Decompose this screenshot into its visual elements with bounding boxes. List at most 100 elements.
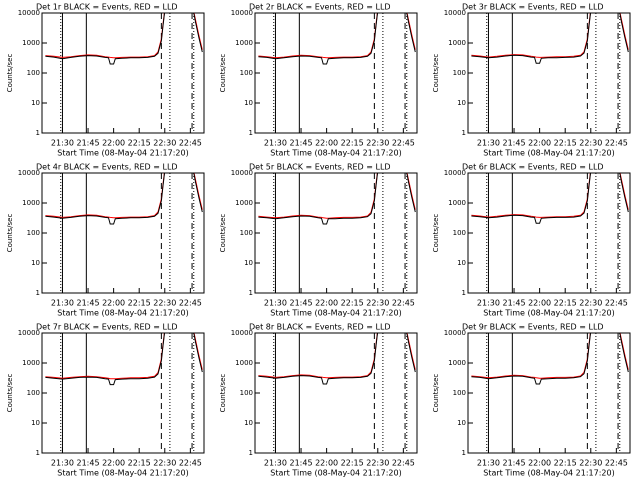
x-tick-label: 22:00 [102, 299, 125, 308]
x-tick-label: 21:45 [77, 299, 100, 308]
series-line [258, 173, 416, 219]
x-tick-label: 22:30 [579, 459, 602, 468]
y-tick-label: 1 [36, 449, 40, 457]
x-tick-label: 22:45 [605, 139, 628, 148]
chart-title: Det 9r BLACK = Events, RED = LLD [462, 323, 604, 332]
x-tick-label: 22:00 [528, 299, 551, 308]
y-tick-label: 10000 [231, 169, 253, 177]
y-axis-label: Counts/sec [6, 374, 14, 413]
y-tick-label: 100 [240, 389, 253, 397]
y-tick-label: 1000 [448, 39, 466, 47]
y-tick-label: 1 [462, 289, 466, 297]
y-axis-label: Counts/sec [432, 54, 440, 93]
series-line [45, 13, 203, 59]
x-tick-label: 22:00 [315, 299, 338, 308]
x-tick-label: 22:45 [392, 459, 415, 468]
x-tick-label: 21:30 [51, 139, 74, 148]
y-tick-label: 10000 [18, 169, 40, 177]
plot-area [258, 333, 416, 453]
panel: Det 9r BLACK = Events, RED = LLD Counts/s… [432, 323, 631, 478]
series-line [258, 333, 416, 385]
y-axis-label: Counts/sec [219, 374, 227, 413]
y-tick-label: 10 [31, 419, 40, 427]
y-tick-label: 10 [31, 99, 40, 107]
x-axis-label: Start Time (08-May-04 21:17:20) [57, 469, 188, 478]
y-tick-label: 10000 [231, 9, 253, 17]
plot-frame [41, 332, 205, 454]
y-tick-label: 1 [249, 449, 253, 457]
x-tick-label: 22:45 [179, 459, 202, 468]
x-tick-label: 21:30 [51, 459, 74, 468]
x-tick-label: 21:45 [290, 139, 313, 148]
x-tick-label: 22:15 [128, 459, 151, 468]
y-tick-label: 1 [36, 129, 40, 137]
x-tick-label: 22:45 [392, 139, 415, 148]
x-tick-label: 21:30 [264, 459, 287, 468]
chart-title: Det 2r BLACK = Events, RED = LLD [249, 3, 391, 12]
plot-area [45, 333, 203, 453]
chart-title: Det 4r BLACK = Events, RED = LLD [36, 163, 178, 172]
y-tick-label: 10000 [231, 329, 253, 337]
plot-frame [41, 12, 205, 134]
chart-title: Det 1r BLACK = Events, RED = LLD [36, 3, 178, 12]
y-tick-label: 1 [249, 129, 253, 137]
plot-frame [254, 12, 418, 134]
x-tick-label: 21:45 [77, 459, 100, 468]
x-axis-label: Start Time (08-May-04 21:17:20) [483, 309, 614, 318]
x-tick-label: 22:15 [341, 139, 364, 148]
x-tick-label: 22:15 [554, 139, 577, 148]
x-tick-label: 22:45 [605, 459, 628, 468]
x-tick-label: 22:30 [366, 139, 389, 148]
x-tick-label: 22:45 [179, 299, 202, 308]
chart-title: Det 8r BLACK = Events, RED = LLD [249, 323, 391, 332]
x-tick-label: 22:00 [315, 139, 338, 148]
panel: Det 2r BLACK = Events, RED = LLD Counts/s… [219, 3, 418, 158]
x-axis-label: Start Time (08-May-04 21:17:20) [57, 149, 188, 158]
y-tick-label: 1000 [448, 359, 466, 367]
x-tick-label: 21:30 [264, 139, 287, 148]
x-tick-label: 22:00 [102, 459, 125, 468]
y-tick-label: 10 [457, 259, 466, 267]
y-tick-label: 1000 [235, 359, 253, 367]
y-tick-label: 1000 [22, 359, 40, 367]
series-line [258, 13, 416, 65]
x-tick-label: 22:15 [554, 459, 577, 468]
y-tick-label: 1 [249, 289, 253, 297]
series-line [45, 333, 203, 386]
y-axis-label: Counts/sec [219, 214, 227, 253]
series-line [258, 333, 416, 379]
panel: Det 5r BLACK = Events, RED = LLD Counts/s… [219, 163, 418, 318]
y-tick-label: 10000 [18, 329, 40, 337]
x-tick-label: 22:00 [315, 459, 338, 468]
y-axis-label: Counts/sec [432, 214, 440, 253]
series-line [45, 13, 203, 65]
x-tick-label: 22:30 [153, 299, 176, 308]
x-tick-label: 22:15 [341, 459, 364, 468]
panel: Det 8r BLACK = Events, RED = LLD Counts/s… [219, 323, 418, 478]
x-tick-label: 22:30 [579, 299, 602, 308]
x-tick-label: 22:45 [392, 299, 415, 308]
chart-title: Det 7r BLACK = Events, RED = LLD [36, 323, 178, 332]
x-tick-label: 22:15 [554, 299, 577, 308]
y-tick-label: 10 [457, 99, 466, 107]
y-tick-label: 10000 [444, 329, 466, 337]
x-tick-label: 22:30 [153, 459, 176, 468]
x-tick-label: 21:45 [503, 299, 526, 308]
x-tick-label: 22:30 [153, 139, 176, 148]
y-tick-label: 100 [27, 69, 40, 77]
y-tick-label: 100 [453, 389, 466, 397]
y-tick-label: 1000 [448, 199, 466, 207]
x-tick-label: 21:30 [477, 139, 500, 148]
y-tick-label: 10 [244, 419, 253, 427]
x-tick-label: 21:30 [264, 299, 287, 308]
x-axis-label: Start Time (08-May-04 21:17:20) [270, 309, 401, 318]
panel: Det 6r BLACK = Events, RED = LLD Counts/s… [432, 163, 631, 318]
y-tick-label: 10000 [444, 9, 466, 17]
y-tick-label: 10 [31, 259, 40, 267]
y-axis-label: Counts/sec [219, 54, 227, 93]
x-tick-label: 21:45 [77, 139, 100, 148]
series-line [471, 333, 629, 385]
x-axis-label: Start Time (08-May-04 21:17:20) [270, 469, 401, 478]
x-tick-label: 21:45 [503, 139, 526, 148]
series-line [471, 173, 629, 224]
